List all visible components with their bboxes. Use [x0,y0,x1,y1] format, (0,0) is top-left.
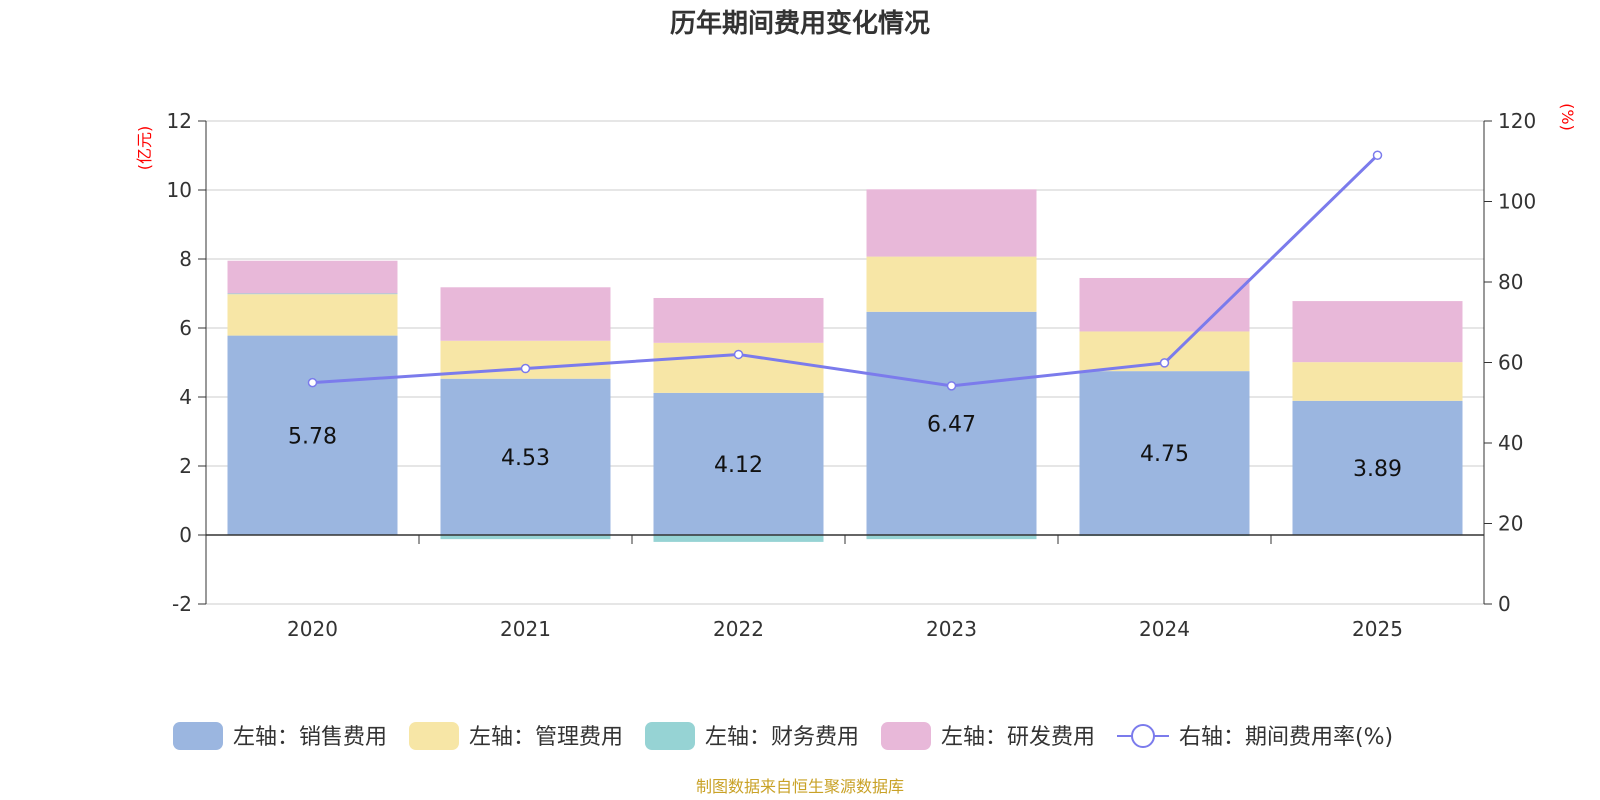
bar-segment [227,294,398,336]
bar-segment [1079,277,1250,332]
category-label: 2020 [287,617,338,641]
category-label: 2022 [713,617,764,641]
left-tick-label: 0 [179,523,192,547]
left-tick-label: 12 [167,109,192,133]
legend-label: 左轴：研发费用 [941,725,1095,750]
expense-rate-polyline [312,154,1379,388]
legend-swatch [173,722,223,750]
grid-lines [206,120,1484,605]
legend: 左轴：销售费用 左轴：管理费用 左轴：财务费用 左轴：研发费用 右轴：期间费用率(%) [173,722,1393,750]
right-tick-label: 0 [1498,592,1511,616]
left-tick-label: 10 [167,178,192,202]
legend-label: 左轴：财务费用 [705,725,859,750]
left-tick-label: 8 [179,247,192,271]
line-point [1372,150,1383,160]
bar-segment [227,260,398,294]
bar-segment [866,535,1037,540]
left-axis-unit: (亿元) [135,126,154,171]
category-label: 2025 [1352,617,1403,641]
bar-value-label: 4.53 [501,446,550,471]
bar-segment [227,335,398,535]
line-point [307,377,318,388]
bar-segment [1079,371,1250,535]
chart-title: 历年期间费用变化情况 [670,8,930,39]
bar-value-labels: 5.78 4.53 4.12 6.47 4.75 3.89 [288,412,1402,482]
left-tick-label: -2 [172,592,192,616]
bar-segment [1292,362,1463,401]
legend-swatch [881,722,931,750]
right-tick-label: 80 [1498,270,1523,294]
line-point [733,349,744,360]
bar-value-label: 3.89 [1353,457,1402,482]
right-tick-label: 100 [1498,190,1536,214]
line-point [946,381,957,391]
bar-segment [653,392,824,535]
legend-label: 右轴：期间费用率(%) [1179,725,1393,750]
left-tick-label: 6 [179,316,192,340]
category-label: 2024 [1139,617,1190,641]
stacked-bars [227,189,1463,542]
legend-label: 左轴：销售费用 [233,725,387,750]
bar-value-label: 4.12 [714,453,763,478]
bar-segment [653,297,824,343]
right-tick-label: 120 [1498,109,1536,133]
right-axis-unit: (%) [1558,103,1577,131]
category-label: 2023 [926,617,977,641]
legend-circle-marker [1131,724,1155,748]
bar-segment [866,189,1037,257]
bar-value-label: 6.47 [927,412,976,437]
legend-swatch [409,722,459,750]
bar-value-label: 5.78 [288,424,337,449]
bar-segment [440,287,611,341]
legend-swatch [645,722,695,750]
bar-segment [1292,400,1463,535]
bar-segment [1292,301,1463,363]
bar-segment [440,378,611,535]
right-tick-label: 60 [1498,351,1523,375]
bar-segment [227,293,398,295]
category-label: 2021 [500,617,551,641]
source-note: 制图数据来自恒生聚源数据库 [696,777,904,796]
bar-segment [866,256,1037,312]
right-tick-label: 20 [1498,512,1523,536]
left-tick-label: 2 [179,454,192,478]
legend-label: 左轴：管理费用 [469,725,623,750]
bar-segment [440,535,611,540]
bar-segment [866,311,1037,535]
bar-segment [653,535,824,542]
line-point [1159,358,1170,368]
left-tick-label: 4 [179,385,192,409]
right-tick-label: 40 [1498,431,1523,455]
line-point [520,363,531,374]
bar-value-label: 4.75 [1140,442,1189,467]
expense-rate-line [307,150,1383,391]
